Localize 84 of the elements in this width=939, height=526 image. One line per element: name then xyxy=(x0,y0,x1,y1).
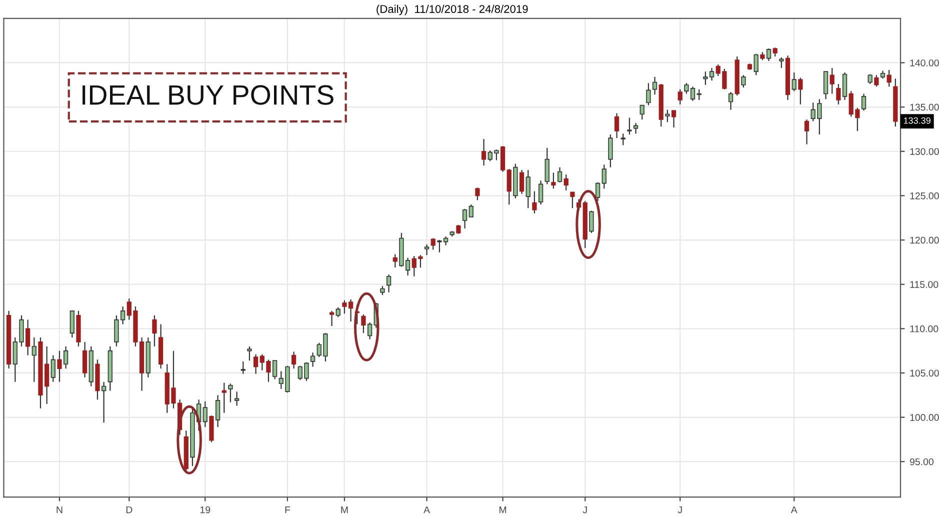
x-tick-label: J xyxy=(678,506,682,514)
y-tick-label: 100.00 xyxy=(910,414,939,421)
candlestick xyxy=(32,336,36,382)
chart-title: (Daily) 11/10/2018 - 24/8/2019 xyxy=(376,4,528,16)
candlestick xyxy=(665,109,670,123)
candlestick xyxy=(779,56,784,69)
candlestick xyxy=(614,112,620,139)
candlestick xyxy=(766,48,772,62)
candlestick xyxy=(589,210,594,234)
y-tick-label: 130.00 xyxy=(910,148,939,155)
candlestick xyxy=(652,76,658,96)
y-tick-label: 125.00 xyxy=(910,192,939,200)
candlestick xyxy=(291,351,296,370)
candlestick xyxy=(64,346,68,370)
y-tick-label: 110.00 xyxy=(910,325,938,332)
candlestick xyxy=(633,122,638,134)
annotation: IDEAL BUY POINTS xyxy=(82,85,334,105)
y-tick-label: 115.00 xyxy=(910,281,938,288)
y-tick-label: 140.00 xyxy=(910,59,939,66)
candlestick xyxy=(234,391,240,406)
candlestick xyxy=(696,88,702,101)
candlestick xyxy=(564,174,568,191)
candlestick xyxy=(272,360,278,380)
candlestick xyxy=(329,310,334,327)
candlestick xyxy=(557,166,562,183)
candlestick xyxy=(646,82,651,106)
candlestick xyxy=(152,314,157,347)
candlestick xyxy=(336,306,340,318)
candlestick xyxy=(602,164,606,190)
x-tick-label: F xyxy=(285,506,290,514)
x-tick-label: J xyxy=(582,506,587,514)
candlestick xyxy=(50,354,56,382)
candlestick xyxy=(678,88,682,105)
candlestick xyxy=(886,69,892,88)
candlestick xyxy=(804,118,810,145)
candlestick xyxy=(640,104,644,120)
candlestick xyxy=(222,382,226,414)
candlestick xyxy=(570,192,575,209)
candlestick xyxy=(386,274,392,293)
x-tick-label: M xyxy=(500,506,506,514)
x-tick-label: N xyxy=(56,506,62,514)
candlestick xyxy=(253,354,258,374)
candlestick xyxy=(526,169,530,209)
candlestick xyxy=(627,117,632,136)
candlestick xyxy=(608,134,613,168)
candlestick xyxy=(792,72,796,92)
candlestick xyxy=(861,93,866,112)
y-tick-label: 105.00 xyxy=(910,370,939,377)
y-tick-label: 135.00 xyxy=(910,104,939,111)
x-tick-label: D xyxy=(126,506,132,514)
candlestick xyxy=(728,91,734,110)
candlestick xyxy=(228,383,233,403)
candlestick xyxy=(240,360,246,374)
x-tick-label: A xyxy=(790,506,798,514)
candlestick xyxy=(202,400,208,428)
candlestick xyxy=(462,208,468,230)
candlestick xyxy=(620,133,626,146)
y-tick-label: 120.00 xyxy=(910,236,939,244)
candlestick xyxy=(830,67,834,94)
candlestick xyxy=(70,310,74,338)
candlestick xyxy=(247,346,252,362)
candlestick xyxy=(424,244,430,256)
y-tick-label: 95.00 xyxy=(910,458,934,466)
x-tick-label: A xyxy=(424,506,430,514)
annotation: 133.39 xyxy=(904,117,930,124)
x-tick-label: M xyxy=(341,506,348,514)
candlestick xyxy=(481,138,486,166)
candlestick xyxy=(101,381,106,424)
candlestick xyxy=(532,190,537,214)
candlestick xyxy=(215,394,220,428)
candlestick xyxy=(475,187,480,201)
candlestick xyxy=(82,341,88,378)
candlestick xyxy=(544,147,550,185)
candlestick xyxy=(468,204,474,218)
candlestick xyxy=(741,74,746,88)
candlestick xyxy=(551,172,556,190)
candlestick xyxy=(595,182,600,202)
candlestick xyxy=(842,72,848,101)
candlestick xyxy=(823,71,828,100)
candlestick xyxy=(538,180,544,206)
candlestick xyxy=(754,53,758,76)
candlestick xyxy=(367,322,372,340)
candlestick xyxy=(310,352,316,368)
x-tick-label: 19 xyxy=(200,506,210,514)
